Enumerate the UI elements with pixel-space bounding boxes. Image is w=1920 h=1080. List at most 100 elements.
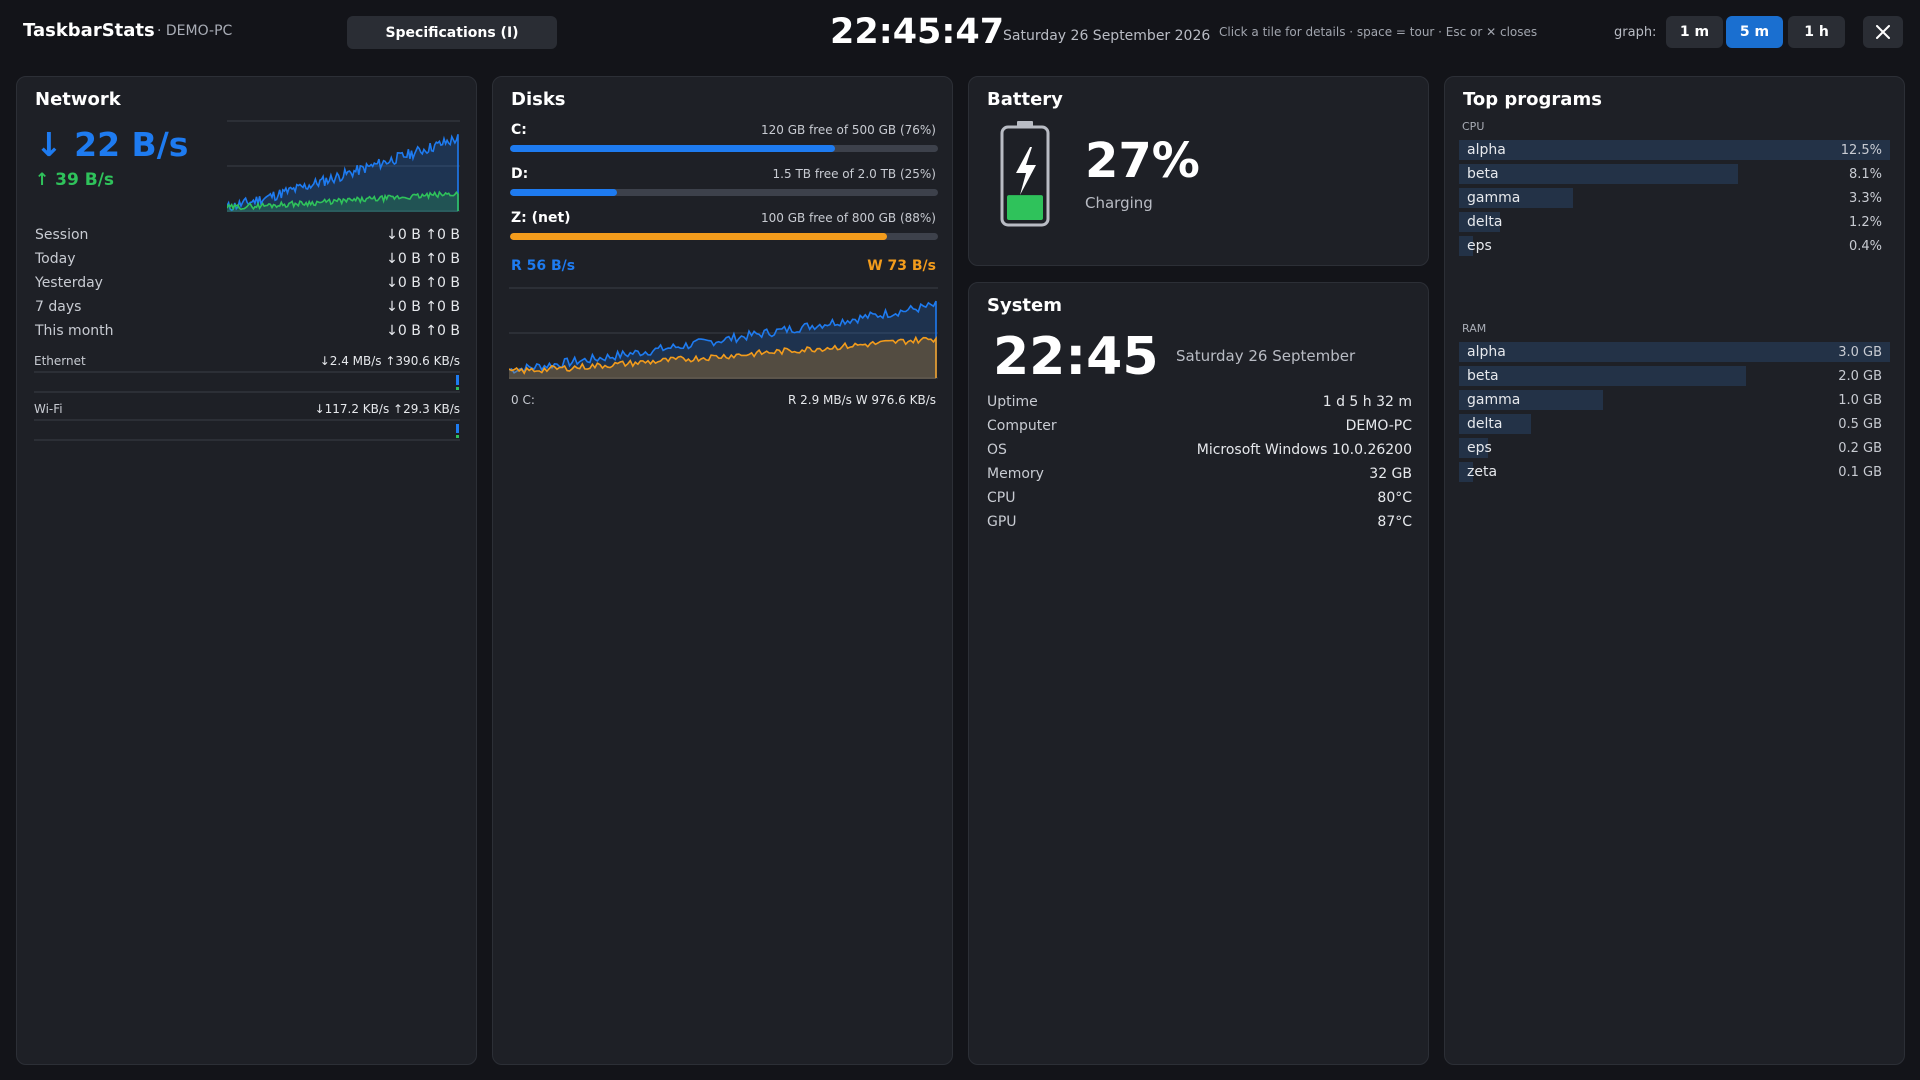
drive-z-usage-bar	[510, 233, 938, 240]
ram-program-row[interactable]: zeta 0.1 GB	[1459, 462, 1890, 482]
adapter-name: Wi-Fi	[34, 402, 63, 416]
drive-info: 1.5 TB free of 2.0 TB (25%)	[772, 167, 936, 181]
graph-range-1h-button[interactable]: 1 h	[1788, 16, 1845, 48]
specifications-button[interactable]: Specifications (I)	[347, 16, 557, 49]
disk-total-rate: R 2.9 MB/s W 976.6 KB/s	[788, 393, 936, 407]
cpu-program-row[interactable]: alpha 12.5%	[1459, 140, 1890, 160]
top-programs-title: Top programs	[1463, 89, 1602, 110]
system-row-value: 32 GB	[1369, 466, 1412, 482]
battery-card[interactable]: Battery 27% Charging	[968, 76, 1429, 266]
program-name: gamma	[1467, 392, 1521, 408]
ram-program-row[interactable]: beta 2.0 GB	[1459, 366, 1890, 386]
disks-card[interactable]: Disks C: 120 GB free of 500 GB (76%) D: …	[492, 76, 953, 1065]
stat-value: ↓0 B ↑0 B	[386, 323, 460, 339]
adapter-rate: ↓117.2 KB/s ↑29.3 KB/s	[314, 402, 460, 416]
system-row-label: Computer	[987, 418, 1057, 434]
ram-program-row[interactable]: alpha 3.0 GB	[1459, 342, 1890, 362]
drive-name: C:	[511, 122, 527, 138]
program-value: 0.4%	[1848, 239, 1882, 254]
ram-program-row[interactable]: eps 0.2 GB	[1459, 438, 1890, 458]
stat-value: ↓0 B ↑0 B	[386, 299, 460, 315]
drive-c: C: 120 GB free of 500 GB (76%)	[511, 122, 936, 138]
cpu-share-bar	[1459, 164, 1739, 184]
system-row-memory: Memory 32 GB	[987, 466, 1412, 482]
battery-status: Charging	[1085, 194, 1153, 212]
cpu-share-bar	[1459, 236, 1473, 256]
ram-share-bar	[1459, 366, 1747, 386]
close-button[interactable]	[1863, 16, 1903, 48]
system-row-gpu: GPU 87°C	[987, 514, 1412, 530]
system-row-label: Memory	[987, 466, 1044, 482]
network-download-line	[227, 134, 459, 212]
program-name: gamma	[1467, 190, 1521, 206]
ram-share-bar	[1459, 462, 1474, 482]
host-name: · DEMO-PC	[157, 23, 233, 39]
program-name: beta	[1467, 368, 1499, 384]
system-row-label: CPU	[987, 490, 1016, 506]
disk-history-graph	[509, 287, 938, 379]
system-title: System	[987, 295, 1062, 316]
ram-program-row[interactable]: delta 0.5 GB	[1459, 414, 1890, 434]
system-row-label: GPU	[987, 514, 1017, 530]
drive-z-usage-fill	[510, 233, 887, 240]
system-row-value: 87°C	[1377, 514, 1412, 530]
program-value: 0.5 GB	[1838, 417, 1882, 432]
cpu-program-row[interactable]: beta 8.1%	[1459, 164, 1890, 184]
program-value: 3.0 GB	[1838, 345, 1882, 360]
adapter-ethernet[interactable]: Ethernet ↓2.4 MB/s ↑390.6 KB/s	[34, 354, 460, 368]
cpu-program-row[interactable]: delta 1.2%	[1459, 212, 1890, 232]
cpu-program-row[interactable]: gamma 3.3%	[1459, 188, 1890, 208]
adapter-name: Ethernet	[34, 354, 86, 368]
system-row-value: Microsoft Windows 10.0.26200	[1196, 442, 1412, 458]
program-name: alpha	[1467, 344, 1506, 360]
stat-label: Today	[35, 251, 76, 267]
stat-label: 7 days	[35, 299, 82, 315]
network-card[interactable]: Network ↓ 22 B/s ↑ 39 B/s Session ↓0 B ↑0…	[16, 76, 477, 1065]
adapter-wifi[interactable]: Wi-Fi ↓117.2 KB/s ↑29.3 KB/s	[34, 402, 460, 416]
program-name: alpha	[1467, 142, 1506, 158]
drive-info: 100 GB free of 800 GB (88%)	[760, 211, 936, 225]
cpu-program-row[interactable]: eps 0.4%	[1459, 236, 1890, 256]
disk-write-line	[509, 335, 937, 378]
cpu-share-bar	[1459, 140, 1890, 160]
network-upload-line	[227, 190, 459, 211]
program-name: zeta	[1467, 464, 1498, 480]
system-card[interactable]: System 22:45 Saturday 26 September Uptim…	[968, 282, 1429, 1065]
ram-section-label: RAM	[1462, 322, 1487, 335]
drive-d: D: 1.5 TB free of 2.0 TB (25%)	[511, 166, 936, 182]
disk-write-rate: W 73 B/s	[867, 258, 936, 274]
program-value: 1.2%	[1848, 215, 1882, 230]
stat-value: ↓0 B ↑0 B	[386, 251, 460, 267]
system-clock: 22:45	[993, 327, 1159, 387]
stat-label: This month	[35, 323, 114, 339]
drive-c-usage-bar	[510, 145, 938, 152]
stat-value: ↓0 B ↑0 B	[386, 275, 460, 291]
top-programs-card[interactable]: Top programs CPU alpha 12.5% beta 8.1% g…	[1444, 76, 1905, 1065]
drive-z: Z: (net) 100 GB free of 800 GB (88%)	[511, 210, 936, 226]
keyboard-hint: Click a tile for details · space = tour …	[1219, 25, 1538, 39]
disk-read-line	[509, 300, 937, 378]
ram-share-bar	[1459, 438, 1488, 458]
drive-name: D:	[511, 166, 529, 182]
network-stat-yesterday: Yesterday ↓0 B ↑0 B	[35, 275, 460, 291]
program-value: 1.0 GB	[1838, 393, 1882, 408]
graph-range-1m-button[interactable]: 1 m	[1666, 16, 1723, 48]
disks-title: Disks	[511, 89, 566, 110]
program-name: beta	[1467, 166, 1499, 182]
disk-read-rate: R 56 B/s	[511, 258, 576, 274]
ram-share-bar	[1459, 390, 1603, 410]
disk-write-area	[509, 337, 936, 379]
stat-value: ↓0 B ↑0 B	[386, 227, 460, 243]
network-title: Network	[35, 89, 121, 110]
network-download-rate: ↓ 22 B/s	[35, 125, 189, 164]
program-value: 2.0 GB	[1838, 369, 1882, 384]
drive-c-usage-fill	[510, 145, 836, 152]
system-row-label: Uptime	[987, 394, 1038, 410]
system-row-label: OS	[987, 442, 1007, 458]
graph-range-5m-button[interactable]: 5 m	[1726, 16, 1783, 48]
system-date: Saturday 26 September	[1176, 347, 1356, 365]
system-row-value: 1 d 5 h 32 m	[1322, 394, 1412, 410]
battery-level-fill	[1007, 195, 1043, 220]
ram-program-row[interactable]: gamma 1.0 GB	[1459, 390, 1890, 410]
system-row-os: OS Microsoft Windows 10.0.26200	[987, 442, 1412, 458]
